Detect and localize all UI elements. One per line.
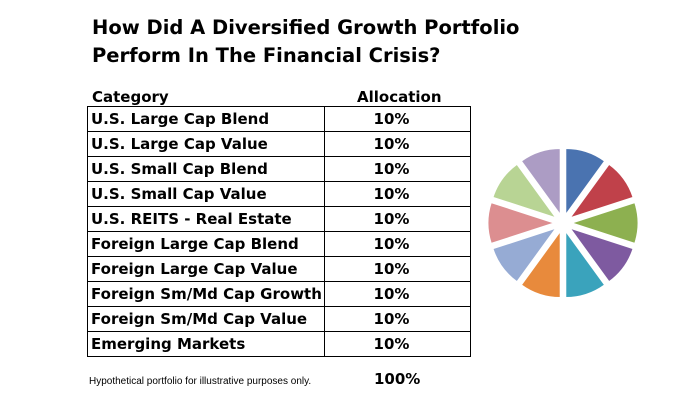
table-row: U.S. Small Cap Blend 10% xyxy=(87,156,471,182)
pie-slice-8 xyxy=(487,201,556,245)
table-row: U.S. Large Cap Value 10% xyxy=(87,131,471,157)
allocation-cell: 10% xyxy=(324,181,471,207)
allocation-cell: 10% xyxy=(324,206,471,232)
category-cell: Foreign Large Cap Value xyxy=(87,256,325,282)
footnote: Hypothetical portfolio for illustrative … xyxy=(89,376,312,387)
pie-slice-3 xyxy=(570,201,639,245)
table-row: Foreign Large Cap Blend 10% xyxy=(87,231,471,257)
pie-slice-5 xyxy=(565,230,606,299)
allocation-cell: 10% xyxy=(324,106,471,132)
table-row: U.S. Large Cap Blend 10% xyxy=(87,106,471,132)
pie-slice-9 xyxy=(492,163,558,219)
pie-slice-2 xyxy=(568,163,634,219)
total-allocation: 100% xyxy=(374,370,421,388)
allocation-cell: 10% xyxy=(324,256,471,282)
category-cell: Emerging Markets xyxy=(87,331,325,357)
allocation-cell: 10% xyxy=(324,131,471,157)
header-category: Category xyxy=(92,88,169,106)
pie-slice-10 xyxy=(520,147,561,216)
category-cell: Foreign Sm/Md Cap Value xyxy=(87,306,325,332)
table-row: Foreign Sm/Md Cap Value 10% xyxy=(87,306,471,332)
header-allocation: Allocation xyxy=(357,88,442,106)
chart-title: How Did A Diversified Growth Portfolio P… xyxy=(92,14,592,70)
pie-slice-1 xyxy=(565,147,606,216)
table-row: Foreign Sm/Md Cap Growth 10% xyxy=(87,281,471,307)
table-row: Emerging Markets 10% xyxy=(87,331,471,357)
table-row: Foreign Large Cap Value 10% xyxy=(87,256,471,282)
allocation-cell: 10% xyxy=(324,331,471,357)
allocation-table: U.S. Large Cap Blend 10% U.S. Large Cap Va… xyxy=(87,106,471,357)
allocation-cell: 10% xyxy=(324,156,471,182)
allocation-cell: 10% xyxy=(324,281,471,307)
category-cell: U.S. Large Cap Value xyxy=(87,131,325,157)
title-line-1: How Did A Diversified Growth Portfolio xyxy=(92,16,520,39)
pie-slice-4 xyxy=(568,227,634,283)
category-cell: Foreign Large Cap Blend xyxy=(87,231,325,257)
category-cell: U.S. Small Cap Value xyxy=(87,181,325,207)
allocation-cell: 10% xyxy=(324,231,471,257)
table-row: U.S. Small Cap Value 10% xyxy=(87,181,471,207)
allocation-cell: 10% xyxy=(324,306,471,332)
category-cell: U.S. Large Cap Blend xyxy=(87,106,325,132)
table-row: U.S. REITS - Real Estate 10% xyxy=(87,206,471,232)
pie-slice-6 xyxy=(520,230,561,299)
allocation-pie-chart xyxy=(487,147,639,299)
category-cell: U.S. REITS - Real Estate xyxy=(87,206,325,232)
pie-slice-7 xyxy=(492,227,558,283)
category-cell: Foreign Sm/Md Cap Growth xyxy=(87,281,325,307)
title-line-2: Perform In The Financial Crisis? xyxy=(92,44,441,67)
category-cell: U.S. Small Cap Blend xyxy=(87,156,325,182)
